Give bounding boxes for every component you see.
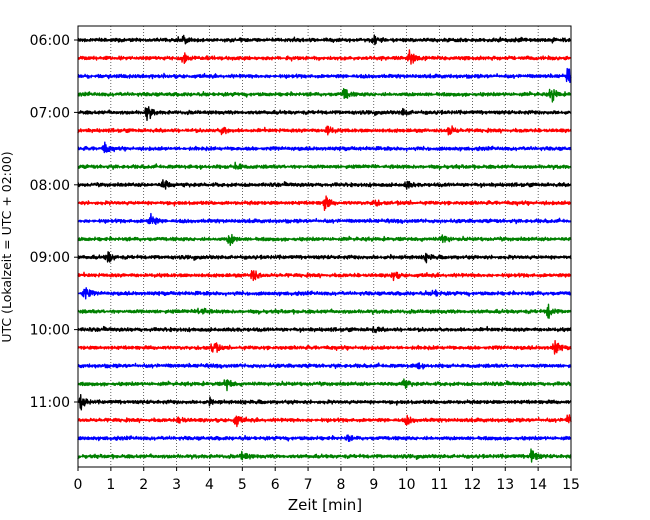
seismogram-traces xyxy=(77,34,572,463)
y-tick-label-0700: 07:00 xyxy=(30,105,70,121)
y-tick-label-0900: 09:00 xyxy=(30,250,70,266)
plot-frame xyxy=(77,25,572,468)
x-tick-label-11: 11 xyxy=(431,477,449,493)
trace-0900 xyxy=(77,251,572,264)
x-tick-label-5: 5 xyxy=(238,477,247,493)
trace-0715 xyxy=(77,125,572,136)
x-axis-ticks: 0 1 2 3 4 5 6 7 8 9 10 11 12 13 14 15 xyxy=(74,467,580,493)
x-tick-label-10: 10 xyxy=(398,477,416,493)
trace-0700 xyxy=(77,106,572,121)
trace-0915 xyxy=(77,270,572,282)
trace-1130 xyxy=(77,434,572,442)
x-tick-label-3: 3 xyxy=(172,477,181,493)
trace-0830 xyxy=(77,212,572,225)
x-tick-label-14: 14 xyxy=(529,477,547,493)
trace-0615 xyxy=(77,49,572,65)
trace-1100 xyxy=(77,394,572,411)
y-axis-label: UTC (Lokalzeit = UTC + 02:00) xyxy=(0,151,14,342)
trace-0730 xyxy=(77,141,572,154)
x-tick-label-15: 15 xyxy=(562,477,580,493)
trace-0930 xyxy=(77,287,572,300)
trace-0645 xyxy=(77,88,572,103)
trace-0745 xyxy=(77,161,572,170)
trace-0815 xyxy=(77,195,572,211)
y-tick-label-0600: 06:00 xyxy=(30,33,70,49)
trace-0945 xyxy=(77,303,572,319)
x-tick-label-6: 6 xyxy=(271,477,280,493)
trace-0845 xyxy=(77,233,572,246)
x-tick-label-8: 8 xyxy=(336,477,345,493)
x-tick-label-12: 12 xyxy=(463,477,481,493)
trace-1045 xyxy=(77,378,572,392)
y-tick-label-0800: 08:00 xyxy=(30,178,70,194)
trace-0600 xyxy=(77,34,572,46)
trace-1030 xyxy=(77,362,572,370)
x-tick-label-4: 4 xyxy=(205,477,214,493)
y-tick-label-1000: 10:00 xyxy=(30,323,70,339)
trace-0630 xyxy=(77,67,572,83)
x-tick-label-9: 9 xyxy=(369,477,378,493)
trace-0800 xyxy=(77,179,572,190)
x-tick-label-0: 0 xyxy=(74,477,83,493)
x-tick-label-1: 1 xyxy=(106,477,115,493)
y-tick-label-1100: 11:00 xyxy=(30,395,70,411)
y-axis-ticks: 06:00 07:00 08:00 09:00 10:00 11:00 xyxy=(30,33,78,411)
trace-1015 xyxy=(77,340,572,355)
trace-1145 xyxy=(77,448,572,463)
x-tick-label-13: 13 xyxy=(496,477,514,493)
x-axis-label: Zeit [min] xyxy=(288,496,362,514)
trace-1000 xyxy=(77,325,572,334)
x-tick-label-7: 7 xyxy=(304,477,313,493)
trace-1115 xyxy=(77,414,572,428)
x-tick-label-2: 2 xyxy=(139,477,148,493)
